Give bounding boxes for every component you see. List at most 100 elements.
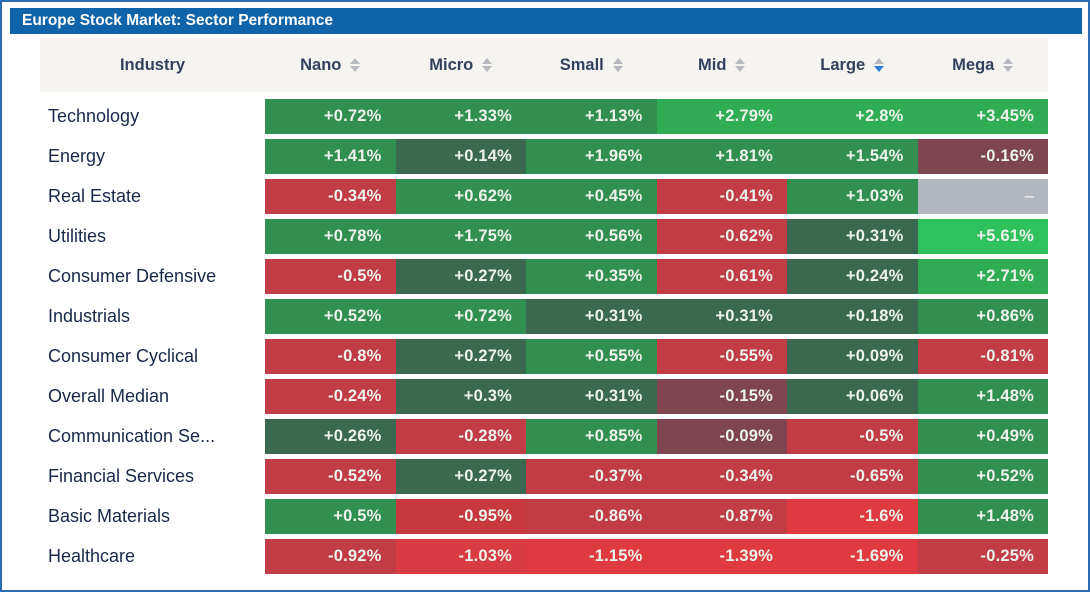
performance-cell[interactable]: +1.03% bbox=[787, 179, 918, 214]
performance-cell[interactable]: +0.27% bbox=[395, 259, 526, 294]
performance-cell[interactable]: -0.92% bbox=[265, 539, 396, 574]
sort-asc-icon bbox=[482, 58, 493, 64]
performance-cell[interactable]: -0.65% bbox=[787, 459, 918, 494]
performance-cell[interactable]: +0.31% bbox=[656, 299, 787, 334]
performance-cell[interactable]: +0.3% bbox=[395, 379, 526, 414]
performance-cell[interactable]: +2.79% bbox=[656, 99, 787, 134]
performance-cell[interactable]: +5.61% bbox=[917, 219, 1048, 254]
performance-cell[interactable]: -0.86% bbox=[526, 499, 657, 534]
sort-asc-icon bbox=[874, 58, 885, 64]
performance-cell[interactable]: +3.45% bbox=[917, 99, 1048, 134]
performance-cell[interactable]: +0.27% bbox=[395, 339, 526, 374]
performance-cell[interactable]: +1.33% bbox=[395, 99, 526, 134]
column-header[interactable]: Micro bbox=[396, 56, 527, 75]
column-header-label: Small bbox=[559, 55, 604, 74]
performance-cell[interactable]: +0.72% bbox=[395, 299, 526, 334]
performance-cell[interactable]: -0.41% bbox=[656, 179, 787, 214]
performance-cell[interactable]: -0.16% bbox=[917, 139, 1048, 174]
performance-cell[interactable]: +0.49% bbox=[917, 419, 1048, 454]
performance-cell[interactable]: +1.48% bbox=[917, 499, 1048, 534]
performance-cell[interactable]: +0.52% bbox=[265, 299, 396, 334]
performance-cell[interactable]: -0.55% bbox=[656, 339, 787, 374]
performance-cell[interactable]: +0.56% bbox=[526, 219, 657, 254]
performance-cell[interactable]: -0.5% bbox=[265, 259, 396, 294]
performance-cell[interactable]: +1.96% bbox=[526, 139, 657, 174]
column-header[interactable]: Mega bbox=[918, 56, 1049, 75]
performance-cell[interactable]: -0.81% bbox=[917, 339, 1048, 374]
column-header-label: Micro bbox=[429, 55, 474, 74]
performance-cell[interactable]: +2.8% bbox=[787, 99, 918, 134]
performance-cell[interactable]: -0.37% bbox=[526, 459, 657, 494]
performance-cell[interactable]: +0.35% bbox=[526, 259, 657, 294]
performance-cell[interactable]: -0.09% bbox=[656, 419, 787, 454]
sort-arrows-icon[interactable] bbox=[482, 58, 493, 72]
sort-arrows-icon[interactable] bbox=[874, 58, 885, 72]
performance-cell[interactable]: +1.41% bbox=[265, 139, 396, 174]
performance-cell[interactable]: -0.61% bbox=[656, 259, 787, 294]
performance-cell[interactable]: -0.24% bbox=[265, 379, 396, 414]
column-header[interactable]: Large bbox=[787, 56, 918, 75]
sort-arrows-icon[interactable] bbox=[735, 58, 746, 72]
performance-cell[interactable]: +0.31% bbox=[787, 219, 918, 254]
sort-arrows-icon[interactable] bbox=[1003, 58, 1014, 72]
performance-cell[interactable]: -1.39% bbox=[656, 539, 787, 574]
performance-cell[interactable]: -1.6% bbox=[787, 499, 918, 534]
performance-cell[interactable]: +0.45% bbox=[526, 179, 657, 214]
performance-cell[interactable]: -0.34% bbox=[265, 179, 396, 214]
performance-cell[interactable]: +1.54% bbox=[787, 139, 918, 174]
column-header-label: Industry bbox=[119, 55, 186, 74]
performance-cell[interactable]: +0.06% bbox=[787, 379, 918, 414]
performance-cell[interactable]: +0.24% bbox=[787, 259, 918, 294]
sort-arrows-icon[interactable] bbox=[350, 58, 361, 72]
performance-cell[interactable]: +0.5% bbox=[265, 499, 396, 534]
performance-cell[interactable]: +0.31% bbox=[526, 299, 657, 334]
performance-cell[interactable]: +1.75% bbox=[395, 219, 526, 254]
performance-cell[interactable]: -0.15% bbox=[656, 379, 787, 414]
performance-cell[interactable]: -0.52% bbox=[265, 459, 396, 494]
performance-cell[interactable]: -0.87% bbox=[656, 499, 787, 534]
performance-cell[interactable]: +0.62% bbox=[395, 179, 526, 214]
performance-cell[interactable]: +1.13% bbox=[526, 99, 657, 134]
title-bar: Europe Stock Market: Sector Performance bbox=[10, 8, 1082, 34]
performance-cell[interactable]: -0.62% bbox=[656, 219, 787, 254]
performance-cell[interactable]: -0.28% bbox=[395, 419, 526, 454]
performance-cell[interactable]: -1.69% bbox=[787, 539, 918, 574]
performance-cell[interactable]: +0.55% bbox=[526, 339, 657, 374]
performance-cell[interactable]: -1.15% bbox=[526, 539, 657, 574]
column-header[interactable]: Nano bbox=[265, 56, 396, 75]
sort-desc-icon bbox=[350, 66, 361, 72]
performance-cell[interactable]: +0.52% bbox=[917, 459, 1048, 494]
sort-asc-icon bbox=[735, 58, 746, 64]
performance-cell[interactable]: – bbox=[917, 179, 1048, 214]
table-row: Consumer Defensive -0.5% +0.27% +0.35% -0.6… bbox=[40, 259, 1048, 294]
performance-cell[interactable]: +0.78% bbox=[265, 219, 396, 254]
performance-cell[interactable]: -0.34% bbox=[656, 459, 787, 494]
performance-cell[interactable]: +0.14% bbox=[395, 139, 526, 174]
column-header[interactable]: Mid bbox=[657, 56, 788, 75]
table-row: Basic Materials +0.5% -0.95% -0.86% -0.87% -… bbox=[40, 499, 1048, 534]
performance-cell[interactable]: -1.03% bbox=[395, 539, 526, 574]
performance-cell[interactable]: +0.18% bbox=[787, 299, 918, 334]
performance-cell[interactable]: -0.25% bbox=[917, 539, 1048, 574]
performance-cell[interactable]: +1.48% bbox=[917, 379, 1048, 414]
table-row: Financial Services -0.52% +0.27% -0.37% -0.… bbox=[40, 459, 1048, 494]
performance-cell[interactable]: +0.26% bbox=[265, 419, 396, 454]
industry-label: Industrials bbox=[40, 299, 265, 334]
performance-cell[interactable]: -0.95% bbox=[395, 499, 526, 534]
table-row: Technology +0.72% +1.33% +1.13% +2.79% +2.8%… bbox=[40, 99, 1048, 134]
column-header-label: Large bbox=[820, 55, 866, 74]
performance-cell[interactable]: +0.72% bbox=[265, 99, 396, 134]
performance-cell[interactable]: +2.71% bbox=[917, 259, 1048, 294]
performance-cell[interactable]: +0.31% bbox=[526, 379, 657, 414]
column-header[interactable]: Industry bbox=[40, 56, 265, 75]
performance-cell[interactable]: +0.09% bbox=[787, 339, 918, 374]
performance-cell[interactable]: -0.8% bbox=[265, 339, 396, 374]
performance-cell[interactable]: +0.27% bbox=[395, 459, 526, 494]
performance-cell[interactable]: +0.85% bbox=[526, 419, 657, 454]
sort-arrows-icon[interactable] bbox=[612, 58, 623, 72]
performance-cell[interactable]: -0.5% bbox=[787, 419, 918, 454]
column-header[interactable]: Small bbox=[526, 56, 657, 75]
performance-cell[interactable]: +1.81% bbox=[656, 139, 787, 174]
performance-cell[interactable]: +0.86% bbox=[917, 299, 1048, 334]
industry-label: Healthcare bbox=[40, 539, 265, 574]
